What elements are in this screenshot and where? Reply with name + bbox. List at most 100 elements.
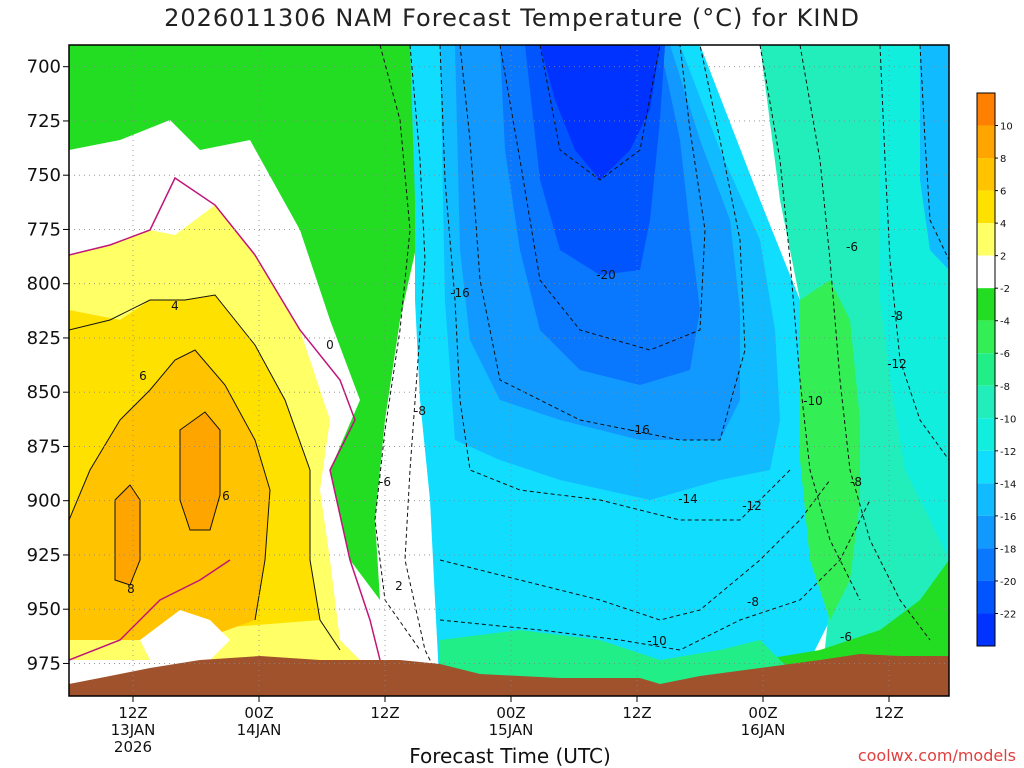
contour-labels: 4 6 6 8 0 -8 -6 2 -16 -20 -16 -14 -12 -10 -8 -6 -8 -12 -10… xyxy=(127,240,907,648)
colorbar-swatch xyxy=(977,190,995,224)
contour-line xyxy=(539,45,661,181)
y-tick-label: 750 xyxy=(27,165,61,186)
y-tick-label: 800 xyxy=(27,274,61,295)
temp-band-right-blue xyxy=(920,45,949,270)
colorbar-swatch xyxy=(977,483,995,516)
colorbar-label: -8 xyxy=(1000,382,1010,393)
chart-title: 2026011306 NAM Forecast Temperature (°C)… xyxy=(164,4,860,32)
y-tick-label: 850 xyxy=(27,382,61,403)
colorbar-label: 4 xyxy=(1000,219,1006,230)
colorbar-label: -14 xyxy=(1000,479,1016,490)
x-tick-label: 12Z xyxy=(118,704,147,722)
contour-line xyxy=(439,45,791,521)
contour-line xyxy=(114,484,141,586)
x-tick-label: 2026 xyxy=(114,738,152,756)
x-axis-label: Forecast Time (UTC) xyxy=(409,744,611,768)
contour-value-label: -12 xyxy=(887,357,907,371)
contour-line-zero xyxy=(69,176,381,661)
colorbar-label: -4 xyxy=(1000,317,1010,328)
contour-line xyxy=(919,45,949,261)
grid xyxy=(69,45,949,696)
x-tick-label: 14JAN xyxy=(237,721,282,739)
contour-value-label: -8 xyxy=(414,404,426,418)
contour-value-label: -8 xyxy=(850,475,862,489)
contour-value-label: -8 xyxy=(747,595,759,609)
colorbar-swatch xyxy=(977,158,995,191)
colorbar-swatch xyxy=(977,288,995,321)
source-credit[interactable]: coolwx.com/models xyxy=(857,746,1016,765)
contour-value-label: -16 xyxy=(450,286,470,300)
colorbar-swatch xyxy=(977,613,995,646)
y-tick-label: 700 xyxy=(27,57,61,78)
contour-line xyxy=(759,45,861,601)
contour-value-label: -8 xyxy=(891,309,903,323)
colorbar-swatch xyxy=(977,320,995,354)
contour-line xyxy=(459,45,746,441)
colorbar-label: -18 xyxy=(1000,544,1016,555)
contour-value-label: 8 xyxy=(127,582,135,596)
temp-band-dark-orange-core xyxy=(180,412,220,530)
x-tick-label: 12Z xyxy=(622,704,651,722)
terrain-surface xyxy=(69,654,949,696)
temp-band-dark-orange-core-2 xyxy=(115,485,140,585)
colorbar-label: -12 xyxy=(1000,447,1016,458)
contour-value-label: -20 xyxy=(596,268,616,282)
y-tick-label: 775 xyxy=(27,219,61,240)
y-tick-label: 900 xyxy=(27,491,61,512)
contour-value-label: 6 xyxy=(139,369,147,383)
colorbar-swatch xyxy=(977,93,995,126)
contour-line xyxy=(374,45,421,651)
contour-value-label: -12 xyxy=(742,499,762,513)
y-tick-label: 825 xyxy=(27,328,61,349)
y-tick-label: 925 xyxy=(27,545,61,566)
colorbar-swatch xyxy=(977,580,995,614)
colorbar-swatch xyxy=(977,418,995,451)
y-tick-label: 950 xyxy=(27,599,61,620)
colorbar-label: -20 xyxy=(1000,577,1016,588)
colorbar-swatch xyxy=(977,515,995,549)
colorbar-label: -16 xyxy=(1000,512,1016,523)
contour-line xyxy=(69,294,341,651)
colorbar-frame xyxy=(976,92,996,647)
colorbar-label: -10 xyxy=(1000,414,1016,425)
colorbar-swatch xyxy=(977,255,995,289)
colorbar-label: 6 xyxy=(1000,187,1006,198)
contour-value-label: -10 xyxy=(647,634,667,648)
contour-value-label: -10 xyxy=(803,394,823,408)
x-tick-label: 15JAN xyxy=(489,721,534,739)
colorbar-swatch xyxy=(977,385,995,419)
colorbar-swatch xyxy=(977,125,995,159)
y-tick-label: 975 xyxy=(27,653,61,674)
contour-value-label: -14 xyxy=(678,492,698,506)
x-tick-label: 00Z xyxy=(496,704,525,722)
contour-value-label: 6 xyxy=(222,489,230,503)
x-tick-label: 00Z xyxy=(748,704,777,722)
y-tick-label: 875 xyxy=(27,436,61,457)
colorbar-label: 8 xyxy=(1000,154,1006,165)
colorbar-swatch xyxy=(977,353,995,386)
colorbar-label: 2 xyxy=(1000,252,1006,263)
colorbar-label: -6 xyxy=(1000,349,1010,360)
contour-value-label: -6 xyxy=(379,475,391,489)
contour-line xyxy=(439,499,871,651)
contour-value-label: -16 xyxy=(630,423,650,437)
x-tick-label: 12Z xyxy=(370,704,399,722)
contour-value-label: 2 xyxy=(395,579,403,593)
y-tick-label: 725 xyxy=(27,111,61,132)
temp-band-white-pocket xyxy=(140,610,230,660)
contour-line xyxy=(499,45,706,351)
contour-value-label: 4 xyxy=(171,299,179,313)
contour-line xyxy=(179,411,221,531)
colorbar-swatch xyxy=(977,223,995,256)
x-tick-label: 12Z xyxy=(874,704,903,722)
colorbar-label: -22 xyxy=(1000,609,1016,620)
plot-frame xyxy=(68,44,950,697)
colorbar-swatch xyxy=(977,450,995,484)
contour-line xyxy=(799,45,931,641)
colorbar: 10 8 6 4 2 -2 -4 -6 -8 -10 -12 -14 -16 -18 -20 -22 xyxy=(976,92,1016,647)
contour-value-label: -6 xyxy=(846,240,858,254)
x-tick-label: 00Z xyxy=(244,704,273,722)
plot-area xyxy=(69,45,949,696)
x-tick-label: 13JAN xyxy=(111,721,156,739)
